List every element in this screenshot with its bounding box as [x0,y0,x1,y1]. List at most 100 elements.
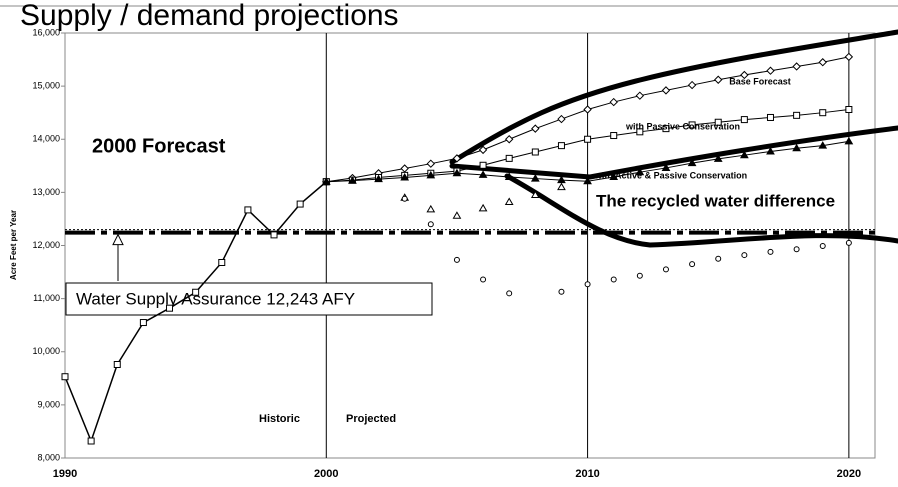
point [400,173,410,181]
point [766,113,774,121]
point [739,150,749,159]
reference-box [65,282,433,316]
point [583,105,592,114]
point [531,124,540,133]
point [452,168,462,177]
point [427,221,434,228]
annotation: 2000 Forecast [92,135,226,157]
reference-arrowhead [112,233,124,246]
point [610,276,617,283]
point [504,172,514,180]
point [689,261,696,268]
point [740,116,748,124]
annotation: The recycled water difference [596,191,835,210]
point [714,118,722,126]
annotation: Historic [259,413,300,425]
highlight-curve [449,29,898,165]
highlight-curve [504,173,898,248]
point [113,361,121,368]
point [844,52,854,62]
reference-label: Water Supply Assurance 12,243 AFY [76,289,355,308]
point [636,128,644,136]
point [192,288,200,296]
point [139,319,147,327]
point [348,176,357,184]
point [688,121,696,129]
point [844,136,854,145]
point [792,143,801,152]
y-axis-label: Acre Feet per Year [9,210,18,280]
point [557,142,565,150]
point [557,182,566,191]
point [740,70,749,80]
x-tick-label: 1990 [53,468,77,480]
y-tick-label: 16,000 [32,27,60,37]
highlight-curves [449,29,898,248]
point [426,159,436,168]
point [557,114,566,124]
y-tick-label: 13,000 [32,187,60,197]
y-tick-label: 12,000 [32,240,60,250]
point [61,373,69,381]
point [505,154,513,162]
point [270,231,278,239]
point [609,172,619,180]
annotation: Projected [346,413,396,425]
point [400,164,409,173]
point [662,266,669,273]
point [662,125,670,133]
y-tick-label: 8,000 [37,452,60,462]
point [714,75,723,84]
point [818,141,828,149]
point [244,206,252,214]
point [530,190,540,199]
point [766,66,775,75]
point [845,239,852,246]
y-tick-label: 10,000 [32,346,60,356]
point [793,111,801,119]
series-label: with Passive Conservation [625,121,740,131]
point [610,132,618,140]
chart-title: Supply / demand projections [20,0,399,32]
point [218,259,226,266]
point [426,170,436,179]
point [166,304,174,312]
series-label: Base Forecast [729,76,791,86]
point [635,167,645,176]
point [374,174,383,183]
point [584,281,591,288]
point [504,135,514,144]
point [583,176,592,185]
x-tick-label: 2010 [575,468,599,480]
point [321,177,331,185]
point [767,248,774,255]
point [661,86,671,95]
point [479,161,487,169]
point [478,203,488,212]
point [819,243,826,250]
point [635,91,645,100]
point [452,211,462,219]
point [530,174,540,182]
y-tick-label: 11,000 [33,293,60,303]
point [636,272,643,279]
point [713,154,723,162]
point [506,290,513,297]
y-tick-label: 15,000 [32,81,60,91]
point [793,246,800,253]
point [819,109,827,117]
point [584,135,592,143]
point [426,204,436,213]
point [558,288,565,295]
point [531,148,539,156]
y-tick-label: 14,000 [32,134,60,144]
point [478,145,488,155]
point [452,154,462,163]
series-label: with Active & Passive Conservation [594,170,747,180]
point [687,158,697,167]
point [687,80,697,90]
point [792,62,801,71]
point [741,252,748,259]
x-tick-label: 2000 [314,468,338,480]
point [478,170,488,178]
